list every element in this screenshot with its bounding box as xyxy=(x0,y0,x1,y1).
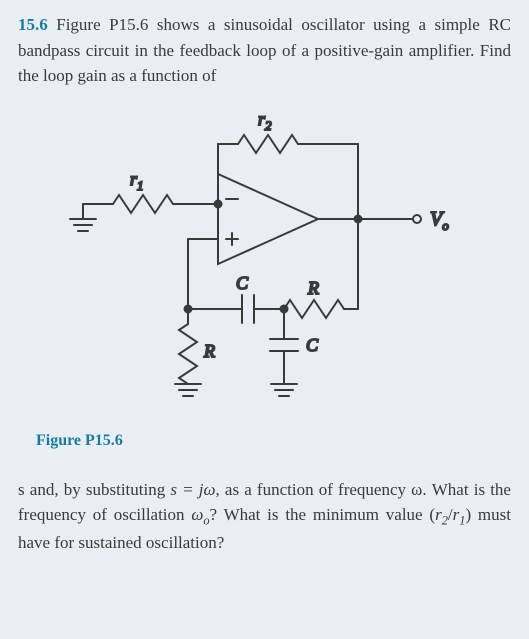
resistor-R-shunt xyxy=(179,324,197,384)
svg-text:Vo: Vo xyxy=(430,208,449,233)
problem-number: 15.6 xyxy=(18,15,48,34)
figure-circuit: r1 r2 xyxy=(18,99,511,459)
capacitor-C-shunt xyxy=(270,339,298,351)
problem-text-top: 15.6 Figure P15.6 shows a sinusoidal osc… xyxy=(18,12,511,89)
figure-caption: Figure P15.6 xyxy=(36,429,123,453)
svg-text:R: R xyxy=(307,278,319,298)
svg-text:r2: r2 xyxy=(258,109,272,133)
capacitor-C-series xyxy=(242,295,254,323)
intro-text: Figure P15.6 shows a sinusoidal oscillat… xyxy=(18,15,511,85)
output-node xyxy=(413,215,421,223)
svg-text:r1: r1 xyxy=(130,169,144,193)
resistor-R-series xyxy=(284,300,344,318)
svg-text:R: R xyxy=(203,341,215,361)
svg-text:C: C xyxy=(306,335,319,355)
ground-left xyxy=(70,204,96,231)
problem-text-bottom: s and, by substituting s = jω, as a func… xyxy=(18,477,511,556)
opamp xyxy=(218,174,318,264)
ground-c xyxy=(271,384,297,396)
svg-text:C: C xyxy=(236,273,249,293)
resistor-r1 xyxy=(113,195,173,213)
resistor-r2 xyxy=(238,135,298,153)
ground-r xyxy=(175,384,201,396)
